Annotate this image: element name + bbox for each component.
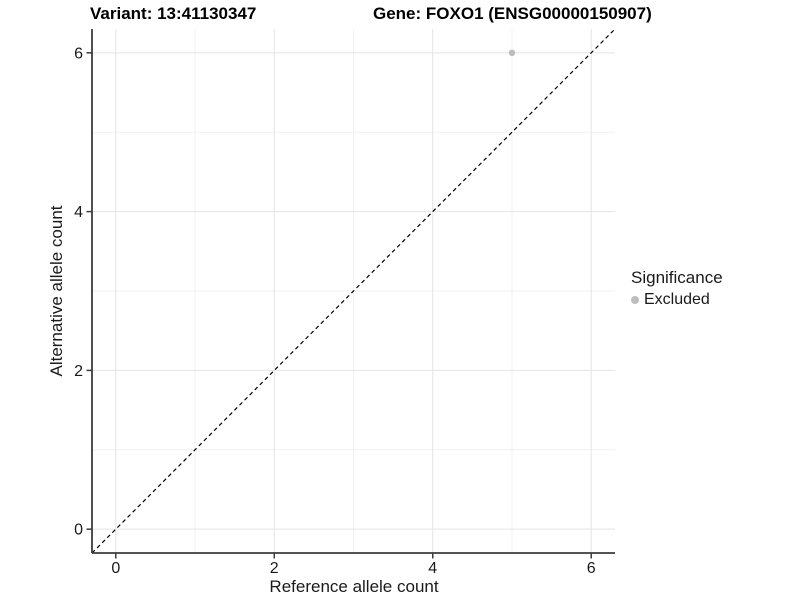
legend-item-excluded: Excluded bbox=[631, 291, 723, 309]
y-tick-label: 6 bbox=[74, 45, 83, 62]
legend-title: Significance bbox=[631, 268, 723, 287]
gene-title: Gene: FOXO1 (ENSG00000150907) bbox=[373, 4, 652, 23]
x-tick-label: 4 bbox=[428, 560, 437, 577]
x-tick-label: 0 bbox=[111, 560, 120, 577]
x-tick-label: 2 bbox=[270, 560, 279, 577]
y-tick-label: 2 bbox=[74, 363, 83, 380]
identity-line bbox=[91, 28, 616, 554]
x-tick-label: 6 bbox=[587, 560, 596, 577]
y-axis-title: Alternative allele count bbox=[47, 205, 66, 377]
y-tick-label: 0 bbox=[74, 522, 83, 539]
legend: Significance Excluded bbox=[631, 268, 723, 309]
x-axis-title: Reference allele count bbox=[269, 577, 439, 596]
excluded-point-icon bbox=[631, 296, 639, 304]
variant-title: Variant: 13:41130347 bbox=[90, 4, 257, 23]
legend-item-label: Excluded bbox=[644, 291, 710, 308]
y-tick-label: 4 bbox=[74, 204, 83, 221]
data-point bbox=[508, 49, 516, 57]
